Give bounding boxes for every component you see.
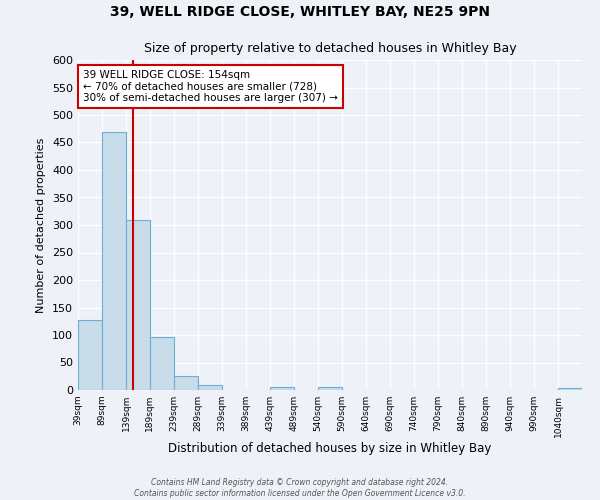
Y-axis label: Number of detached properties: Number of detached properties	[37, 138, 46, 312]
Text: 39, WELL RIDGE CLOSE, WHITLEY BAY, NE25 9PN: 39, WELL RIDGE CLOSE, WHITLEY BAY, NE25 …	[110, 5, 490, 19]
Bar	[270, 387, 294, 390]
Bar	[78, 320, 102, 390]
Bar	[174, 376, 198, 390]
Bar	[150, 337, 174, 390]
X-axis label: Distribution of detached houses by size in Whitley Bay: Distribution of detached houses by size …	[169, 442, 491, 456]
Text: Contains HM Land Registry data © Crown copyright and database right 2024.
Contai: Contains HM Land Registry data © Crown c…	[134, 478, 466, 498]
Bar	[102, 132, 126, 390]
Bar	[558, 388, 582, 390]
Title: Size of property relative to detached houses in Whitley Bay: Size of property relative to detached ho…	[143, 42, 517, 54]
Text: 39 WELL RIDGE CLOSE: 154sqm
← 70% of detached houses are smaller (728)
30% of se: 39 WELL RIDGE CLOSE: 154sqm ← 70% of det…	[83, 70, 338, 103]
Bar	[318, 387, 342, 390]
Bar	[126, 220, 150, 390]
Bar	[198, 384, 222, 390]
